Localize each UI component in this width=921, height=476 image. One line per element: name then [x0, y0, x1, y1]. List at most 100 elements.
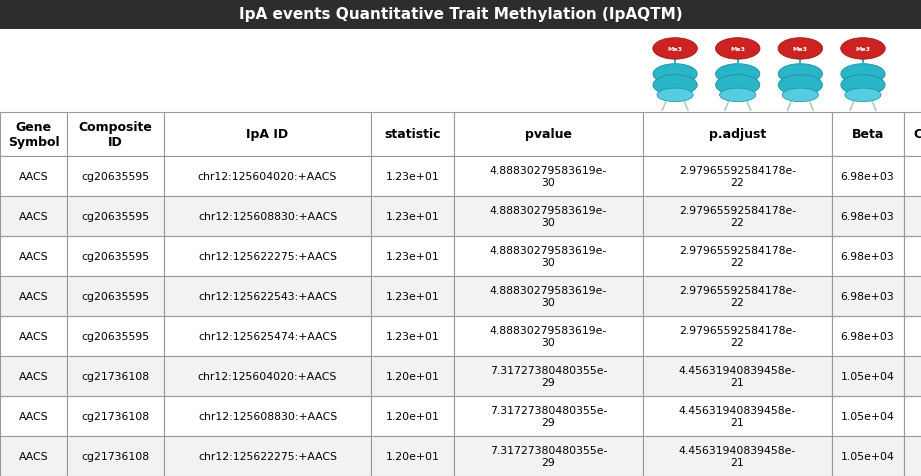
Text: cg20635595: cg20635595	[82, 331, 149, 341]
Text: 4.88830279583619e-
30: 4.88830279583619e- 30	[490, 286, 607, 307]
Text: 4.88830279583619e-
30: 4.88830279583619e- 30	[490, 246, 607, 267]
Text: 1.23e+01: 1.23e+01	[386, 251, 439, 261]
Text: 2.97965592584178e-
22: 2.97965592584178e- 22	[679, 206, 796, 227]
Text: Me3: Me3	[856, 47, 870, 52]
FancyBboxPatch shape	[832, 157, 904, 197]
Text: chr12:125622275:+AACS: chr12:125622275:+AACS	[198, 451, 337, 461]
Text: AACS: AACS	[18, 371, 49, 381]
FancyBboxPatch shape	[832, 317, 904, 356]
Text: 6.98e+03: 6.98e+03	[841, 211, 894, 221]
Ellipse shape	[657, 89, 694, 102]
Text: 4.88830279583619e-
30: 4.88830279583619e- 30	[490, 166, 607, 188]
Text: 1.23e+01: 1.23e+01	[386, 291, 439, 301]
Text: cg20635595: cg20635595	[82, 291, 149, 301]
FancyBboxPatch shape	[643, 157, 832, 197]
FancyBboxPatch shape	[67, 157, 164, 197]
Ellipse shape	[845, 89, 881, 102]
FancyBboxPatch shape	[643, 356, 832, 396]
FancyBboxPatch shape	[643, 113, 832, 157]
FancyBboxPatch shape	[164, 113, 371, 157]
FancyBboxPatch shape	[643, 317, 832, 356]
FancyBboxPatch shape	[371, 113, 454, 157]
Text: AACS: AACS	[18, 251, 49, 261]
FancyBboxPatch shape	[164, 317, 371, 356]
Text: chr12:125622543:+AACS: chr12:125622543:+AACS	[198, 291, 337, 301]
FancyBboxPatch shape	[0, 0, 921, 30]
Ellipse shape	[841, 39, 885, 60]
FancyBboxPatch shape	[371, 396, 454, 436]
Ellipse shape	[778, 39, 822, 60]
FancyBboxPatch shape	[832, 277, 904, 317]
Text: chr12:125604020:+AACS: chr12:125604020:+AACS	[198, 171, 337, 181]
Text: cg21736108: cg21736108	[82, 451, 149, 461]
FancyBboxPatch shape	[164, 157, 371, 197]
Text: 4.88830279583619e-
30: 4.88830279583619e- 30	[490, 206, 607, 227]
Text: AACS: AACS	[18, 291, 49, 301]
Text: 1.20e+01: 1.20e+01	[386, 411, 439, 421]
Ellipse shape	[653, 39, 697, 60]
FancyBboxPatch shape	[454, 237, 643, 277]
Text: 1.05e+04: 1.05e+04	[841, 371, 894, 381]
FancyBboxPatch shape	[832, 356, 904, 396]
FancyBboxPatch shape	[164, 237, 371, 277]
FancyBboxPatch shape	[454, 436, 643, 476]
FancyBboxPatch shape	[832, 237, 904, 277]
Text: 2.97965592584178e-
22: 2.97965592584178e- 22	[679, 326, 796, 347]
Text: 1.23e+01: 1.23e+01	[386, 171, 439, 181]
FancyBboxPatch shape	[454, 356, 643, 396]
FancyBboxPatch shape	[643, 197, 832, 237]
FancyBboxPatch shape	[164, 396, 371, 436]
Ellipse shape	[716, 76, 760, 96]
Text: chr12:125608830:+AACS: chr12:125608830:+AACS	[198, 411, 337, 421]
FancyBboxPatch shape	[0, 277, 67, 317]
FancyBboxPatch shape	[67, 197, 164, 237]
FancyBboxPatch shape	[371, 277, 454, 317]
Ellipse shape	[653, 65, 697, 85]
Ellipse shape	[716, 39, 760, 60]
FancyBboxPatch shape	[832, 113, 904, 157]
FancyBboxPatch shape	[371, 157, 454, 197]
FancyBboxPatch shape	[904, 197, 921, 237]
Text: 4.45631940839458e-
21: 4.45631940839458e- 21	[679, 445, 796, 467]
Text: 6.98e+03: 6.98e+03	[841, 251, 894, 261]
Text: Gene
Symbol: Gene Symbol	[7, 121, 60, 149]
FancyBboxPatch shape	[904, 113, 921, 157]
FancyBboxPatch shape	[67, 277, 164, 317]
Text: cg20635595: cg20635595	[82, 171, 149, 181]
FancyBboxPatch shape	[832, 197, 904, 237]
Text: 4.88830279583619e-
30: 4.88830279583619e- 30	[490, 326, 607, 347]
Text: Composite
ID: Composite ID	[78, 121, 153, 149]
Ellipse shape	[778, 76, 822, 96]
FancyBboxPatch shape	[371, 237, 454, 277]
Text: Me3: Me3	[793, 47, 808, 52]
Text: Me3: Me3	[668, 47, 682, 52]
FancyBboxPatch shape	[643, 237, 832, 277]
Text: Me3: Me3	[730, 47, 745, 52]
FancyBboxPatch shape	[67, 396, 164, 436]
FancyBboxPatch shape	[164, 277, 371, 317]
FancyBboxPatch shape	[454, 277, 643, 317]
FancyBboxPatch shape	[67, 317, 164, 356]
Text: AACS: AACS	[18, 211, 49, 221]
FancyBboxPatch shape	[371, 356, 454, 396]
FancyBboxPatch shape	[832, 396, 904, 436]
Text: cg20635595: cg20635595	[82, 251, 149, 261]
FancyBboxPatch shape	[904, 396, 921, 436]
FancyBboxPatch shape	[643, 277, 832, 317]
Text: 7.31727380480355e-
29: 7.31727380480355e- 29	[490, 366, 607, 387]
FancyBboxPatch shape	[371, 197, 454, 237]
FancyBboxPatch shape	[904, 237, 921, 277]
FancyBboxPatch shape	[164, 356, 371, 396]
Text: 2.97965592584178e-
22: 2.97965592584178e- 22	[679, 286, 796, 307]
Text: IpA ID: IpA ID	[247, 128, 288, 141]
FancyBboxPatch shape	[904, 436, 921, 476]
Text: 6.98e+03: 6.98e+03	[841, 291, 894, 301]
Text: 1.05e+04: 1.05e+04	[841, 411, 894, 421]
FancyBboxPatch shape	[0, 317, 67, 356]
FancyBboxPatch shape	[67, 436, 164, 476]
Text: p.adjust: p.adjust	[708, 128, 766, 141]
Text: AACS: AACS	[18, 171, 49, 181]
Text: 1.05e+04: 1.05e+04	[841, 451, 894, 461]
Text: 1.20e+01: 1.20e+01	[386, 371, 439, 381]
FancyBboxPatch shape	[904, 277, 921, 317]
